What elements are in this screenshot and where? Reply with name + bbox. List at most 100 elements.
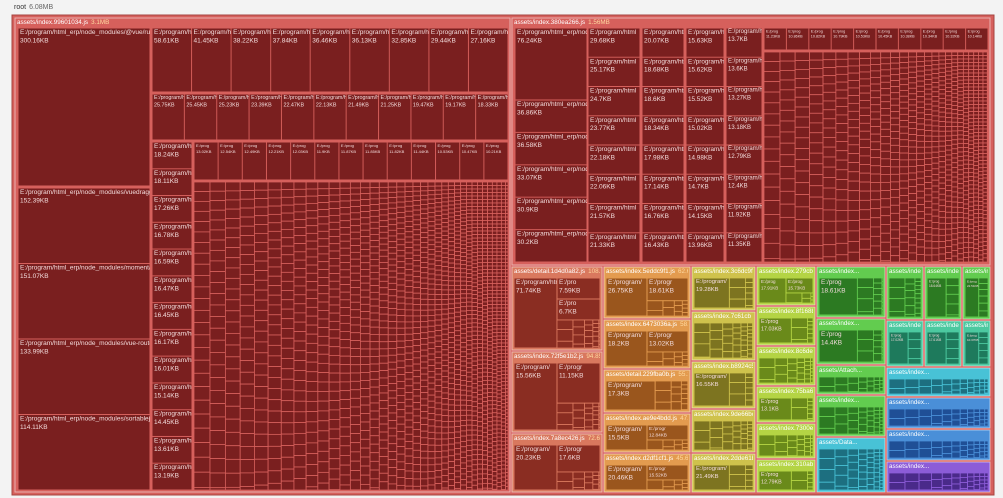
leaf[interactable]: E:/program/18.2KB (606, 331, 647, 366)
leaf[interactable]: E:/program/26.75KB (606, 278, 647, 316)
leaf[interactable]: E:/program/h13.7KB (726, 28, 763, 58)
leaf[interactable]: E:/program/html_erp/node_modules/sortabl… (18, 414, 155, 491)
leaf[interactable]: E:/program/html_erp/71.74KB (514, 278, 577, 348)
leaf[interactable]: E:/program/html_erp/58.61KB (152, 28, 215, 92)
leaf[interactable]: E:/program/15.5KB (606, 425, 647, 450)
leaf[interactable]: E:/program/h13.18KB (726, 115, 763, 145)
leaf[interactable]: E:/program/21.49KB (694, 465, 730, 490)
leaf[interactable]: E:/program/html_erp/node_modules/vuedrag… (18, 188, 160, 264)
leaf[interactable]: E:/program/20.46KB (606, 465, 647, 490)
leaf[interactable]: E:/program/17.3KB (606, 381, 656, 410)
leaf[interactable]: E:/program/h12.4KB (726, 174, 763, 204)
leaf[interactable]: E:/program/h11.35KB (726, 232, 763, 262)
leaf[interactable]: E:/program/20.23KB (514, 445, 557, 490)
leaf[interactable]: E:/program/h12.79KB (726, 145, 763, 175)
leaf[interactable]: E:/program/19.28KB (694, 278, 730, 308)
leaf[interactable]: E:/program/html_erp/node_modules/@vue/ru… (18, 28, 157, 186)
leaf[interactable]: E:/program/h11.92KB (726, 203, 763, 233)
leaf[interactable]: E:/program/html_erp/node_modules/vue-rou… (18, 339, 157, 415)
leaf[interactable]: E:/program/h13.6KB (726, 57, 763, 87)
